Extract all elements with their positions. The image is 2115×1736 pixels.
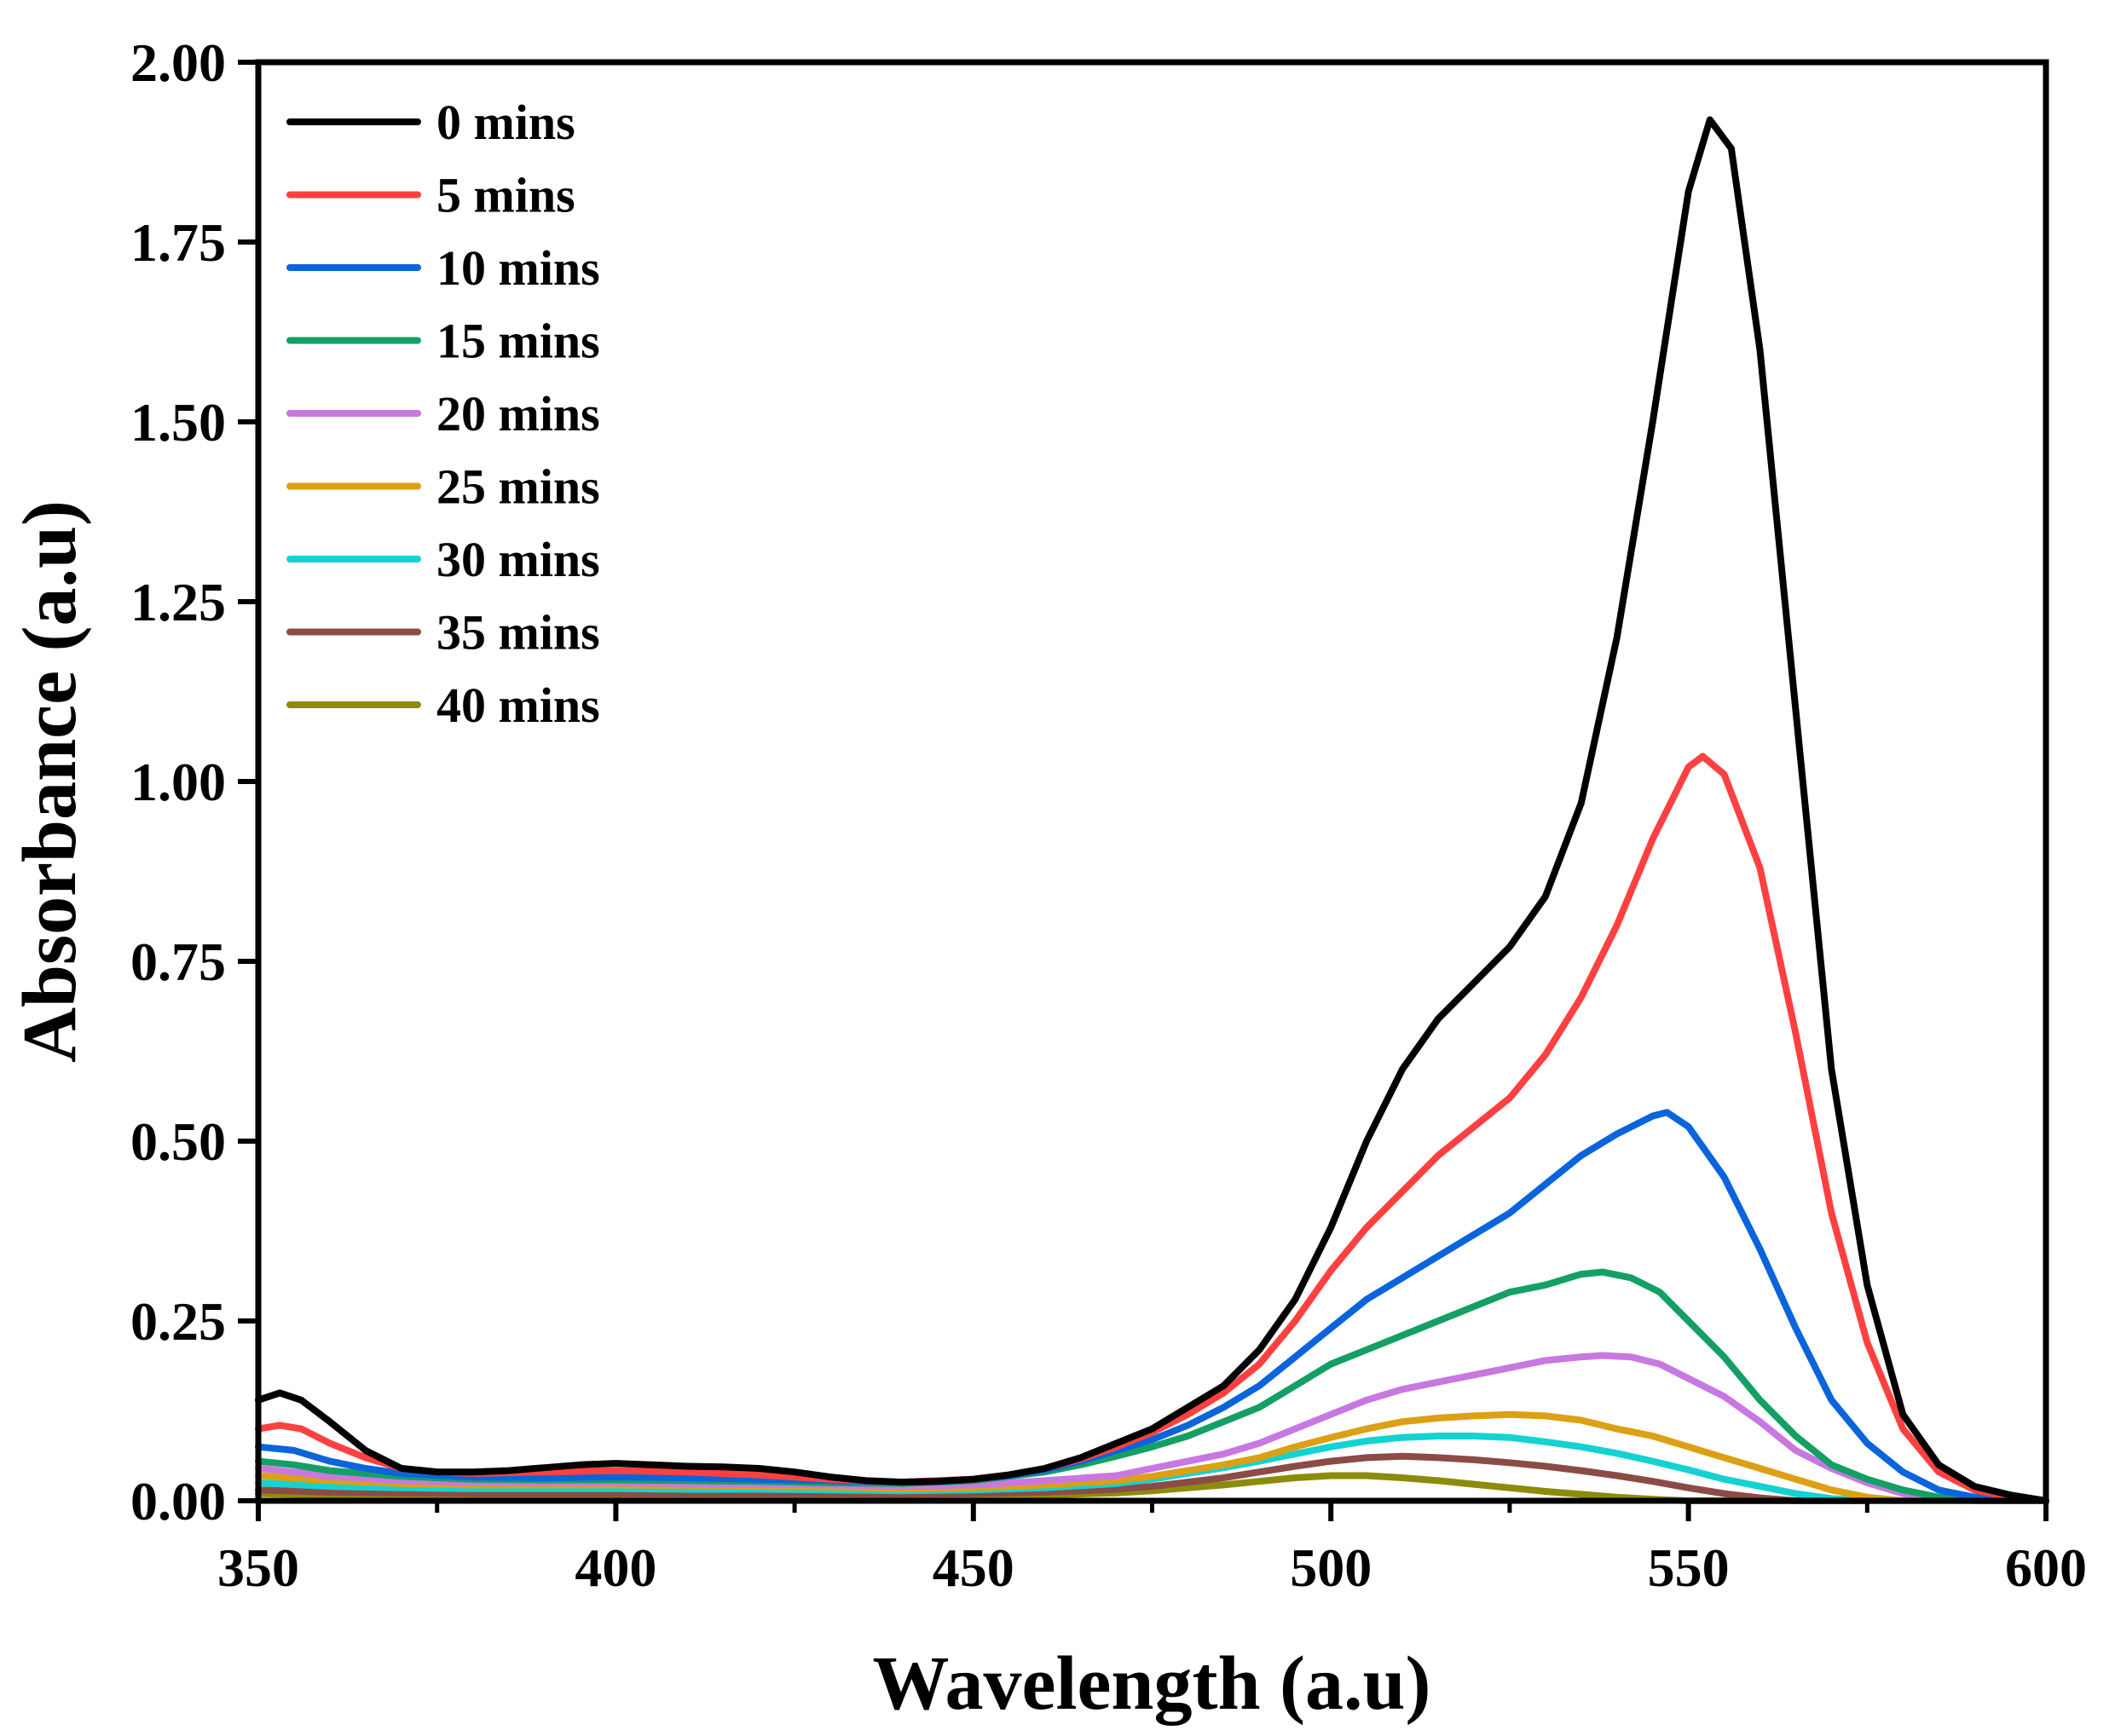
y-tick-label: 0.75 xyxy=(130,931,226,992)
legend-label: 0 mins xyxy=(436,95,575,150)
series-line-0-mins xyxy=(255,116,2049,1504)
ticks-layer: 350 400 450 500 550 600 0.00 0.25 0.50 0.75 1.00 1.… xyxy=(130,32,2087,1598)
y-tick-label: 2.00 xyxy=(130,32,226,93)
x-tick-label: 550 xyxy=(1648,1537,1730,1598)
y-tick-label: 1.25 xyxy=(130,572,226,632)
x-tick-label: 350 xyxy=(217,1537,299,1598)
legend-label: 10 mins xyxy=(436,240,600,296)
x-tick-label: 450 xyxy=(933,1537,1014,1598)
x-axis-title: Wavelength (a.u) xyxy=(872,1641,1430,1726)
series-line-35-mins xyxy=(255,1452,2049,1504)
x-tick-label: 500 xyxy=(1290,1537,1372,1598)
series-line-30-mins xyxy=(255,1433,2049,1504)
legend-label: 40 mins xyxy=(436,678,600,733)
y-tick-label: 0.50 xyxy=(130,1111,226,1172)
legend: 0 mins 5 mins 10 mins 15 mins 20 mins 25 mins… xyxy=(286,95,600,733)
y-tick-label: 1.50 xyxy=(130,392,226,453)
legend-label: 25 mins xyxy=(436,459,600,515)
legend-label: 30 mins xyxy=(436,532,600,587)
y-tick-label: 0.25 xyxy=(130,1291,226,1352)
legend-label: 15 mins xyxy=(436,314,600,369)
y-tick-label: 0.00 xyxy=(130,1471,226,1531)
x-tick-label: 600 xyxy=(2005,1537,2087,1598)
y-tick-label: 1.00 xyxy=(130,752,226,812)
series-layer xyxy=(255,116,2049,1504)
y-axis-title: Absorbance (a.u) xyxy=(8,500,92,1063)
plot-frame xyxy=(255,59,2049,1504)
legend-label: 5 mins xyxy=(436,168,575,223)
y-tick-label: 1.75 xyxy=(130,212,226,273)
legend-label: 35 mins xyxy=(436,605,600,660)
series-line-10-mins xyxy=(255,1109,2049,1504)
x-tick-label: 400 xyxy=(575,1537,656,1598)
legend-label: 20 mins xyxy=(436,386,600,441)
